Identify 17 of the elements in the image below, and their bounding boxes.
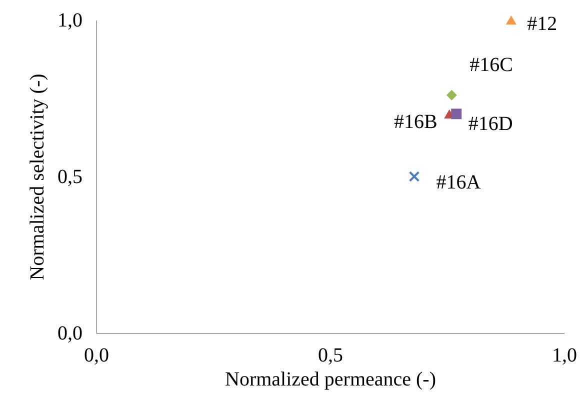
x-tick-label: 0,5 <box>318 344 343 366</box>
y-tick-label: 0,0 <box>58 322 82 344</box>
series-label: #16A <box>436 172 482 194</box>
point <box>408 171 420 182</box>
y-axis-title: Normalized selectivity (-) <box>26 74 48 280</box>
y-tick-label: 1,0 <box>58 10 82 32</box>
x-axis-title: Normalized permeance (-) <box>225 368 436 390</box>
point <box>451 108 462 120</box>
series-label: #16B <box>394 110 438 133</box>
y-tick-label: 0,5 <box>58 166 82 188</box>
series-label: #16C <box>470 54 514 76</box>
x-tick-label: 0,0 <box>84 344 109 366</box>
series-label: #12 <box>527 13 558 35</box>
series-label: #16D <box>468 112 513 135</box>
point <box>446 90 457 100</box>
point <box>506 15 516 25</box>
x-tick-label: 1,0 <box>552 344 577 366</box>
